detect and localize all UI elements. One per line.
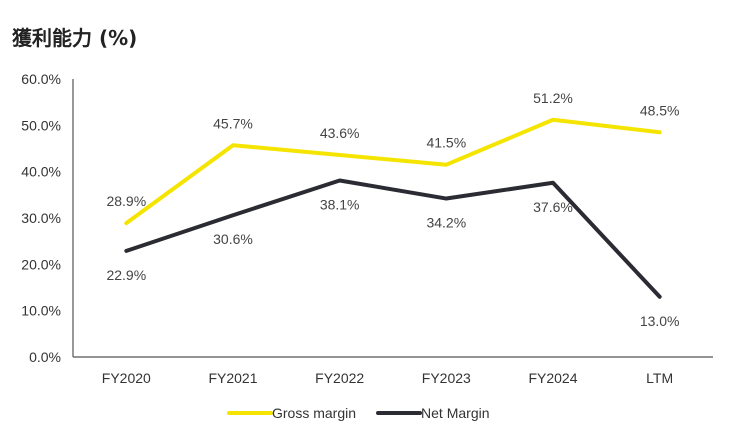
net-margin-data-label: 22.9% [106, 267, 146, 283]
y-tick-label: 20.0% [21, 256, 61, 272]
data-labels: 28.9% 45.7% 43.6% 41.5% 51.2% 48.5% 22.9% 30.6%… [106, 90, 679, 329]
gross-margin-line [124, 117, 662, 226]
y-tick-label: 0.0% [29, 349, 61, 365]
net-margin-data-label: 13.0% [640, 313, 680, 329]
y-tick-label: 60.0% [21, 71, 61, 87]
net-margin-legend-label: Net Margin [421, 405, 489, 421]
net-margin-data-label: 30.6% [213, 231, 253, 247]
gross-margin-data-label: 28.9% [106, 193, 146, 209]
gross-margin-data-label: 43.6% [320, 125, 360, 141]
y-tick-label: 30.0% [21, 210, 61, 226]
gross-margin-legend-label: Gross margin [272, 405, 356, 421]
x-tick-label: FY2020 [102, 370, 151, 386]
gross-margin-data-label: 51.2% [533, 90, 573, 106]
net-margin-data-label: 38.1% [320, 196, 360, 212]
gross-margin-data-label: 45.7% [213, 115, 253, 131]
net-margin-data-label: 34.2% [426, 215, 466, 231]
axes [72, 79, 713, 358]
gross-margin-data-label: 41.5% [426, 135, 466, 151]
chart-title: 獲利能力 (%) [12, 26, 138, 50]
y-tick-label: 10.0% [21, 303, 61, 319]
legend: Gross margin Net Margin [227, 405, 490, 421]
x-axis-ticks: FY2020 FY2021 FY2022 FY2023 FY2024 LTM [102, 370, 673, 386]
x-tick-label: LTM [646, 370, 673, 386]
y-tick-label: 50.0% [21, 117, 61, 133]
gross-margin-data-label: 48.5% [640, 102, 680, 118]
net-margin-data-label: 37.6% [533, 199, 573, 215]
x-tick-label: FY2021 [208, 370, 257, 386]
x-tick-label: FY2024 [528, 370, 577, 386]
x-tick-label: FY2023 [422, 370, 471, 386]
y-tick-label: 40.0% [21, 164, 61, 180]
net-margin-line [124, 178, 662, 299]
series-lines [124, 117, 662, 299]
y-axis-ticks: 0.0% 10.0% 20.0% 30.0% 40.0% 50.0% 60.0% [21, 71, 61, 365]
x-tick-label: FY2022 [315, 370, 364, 386]
